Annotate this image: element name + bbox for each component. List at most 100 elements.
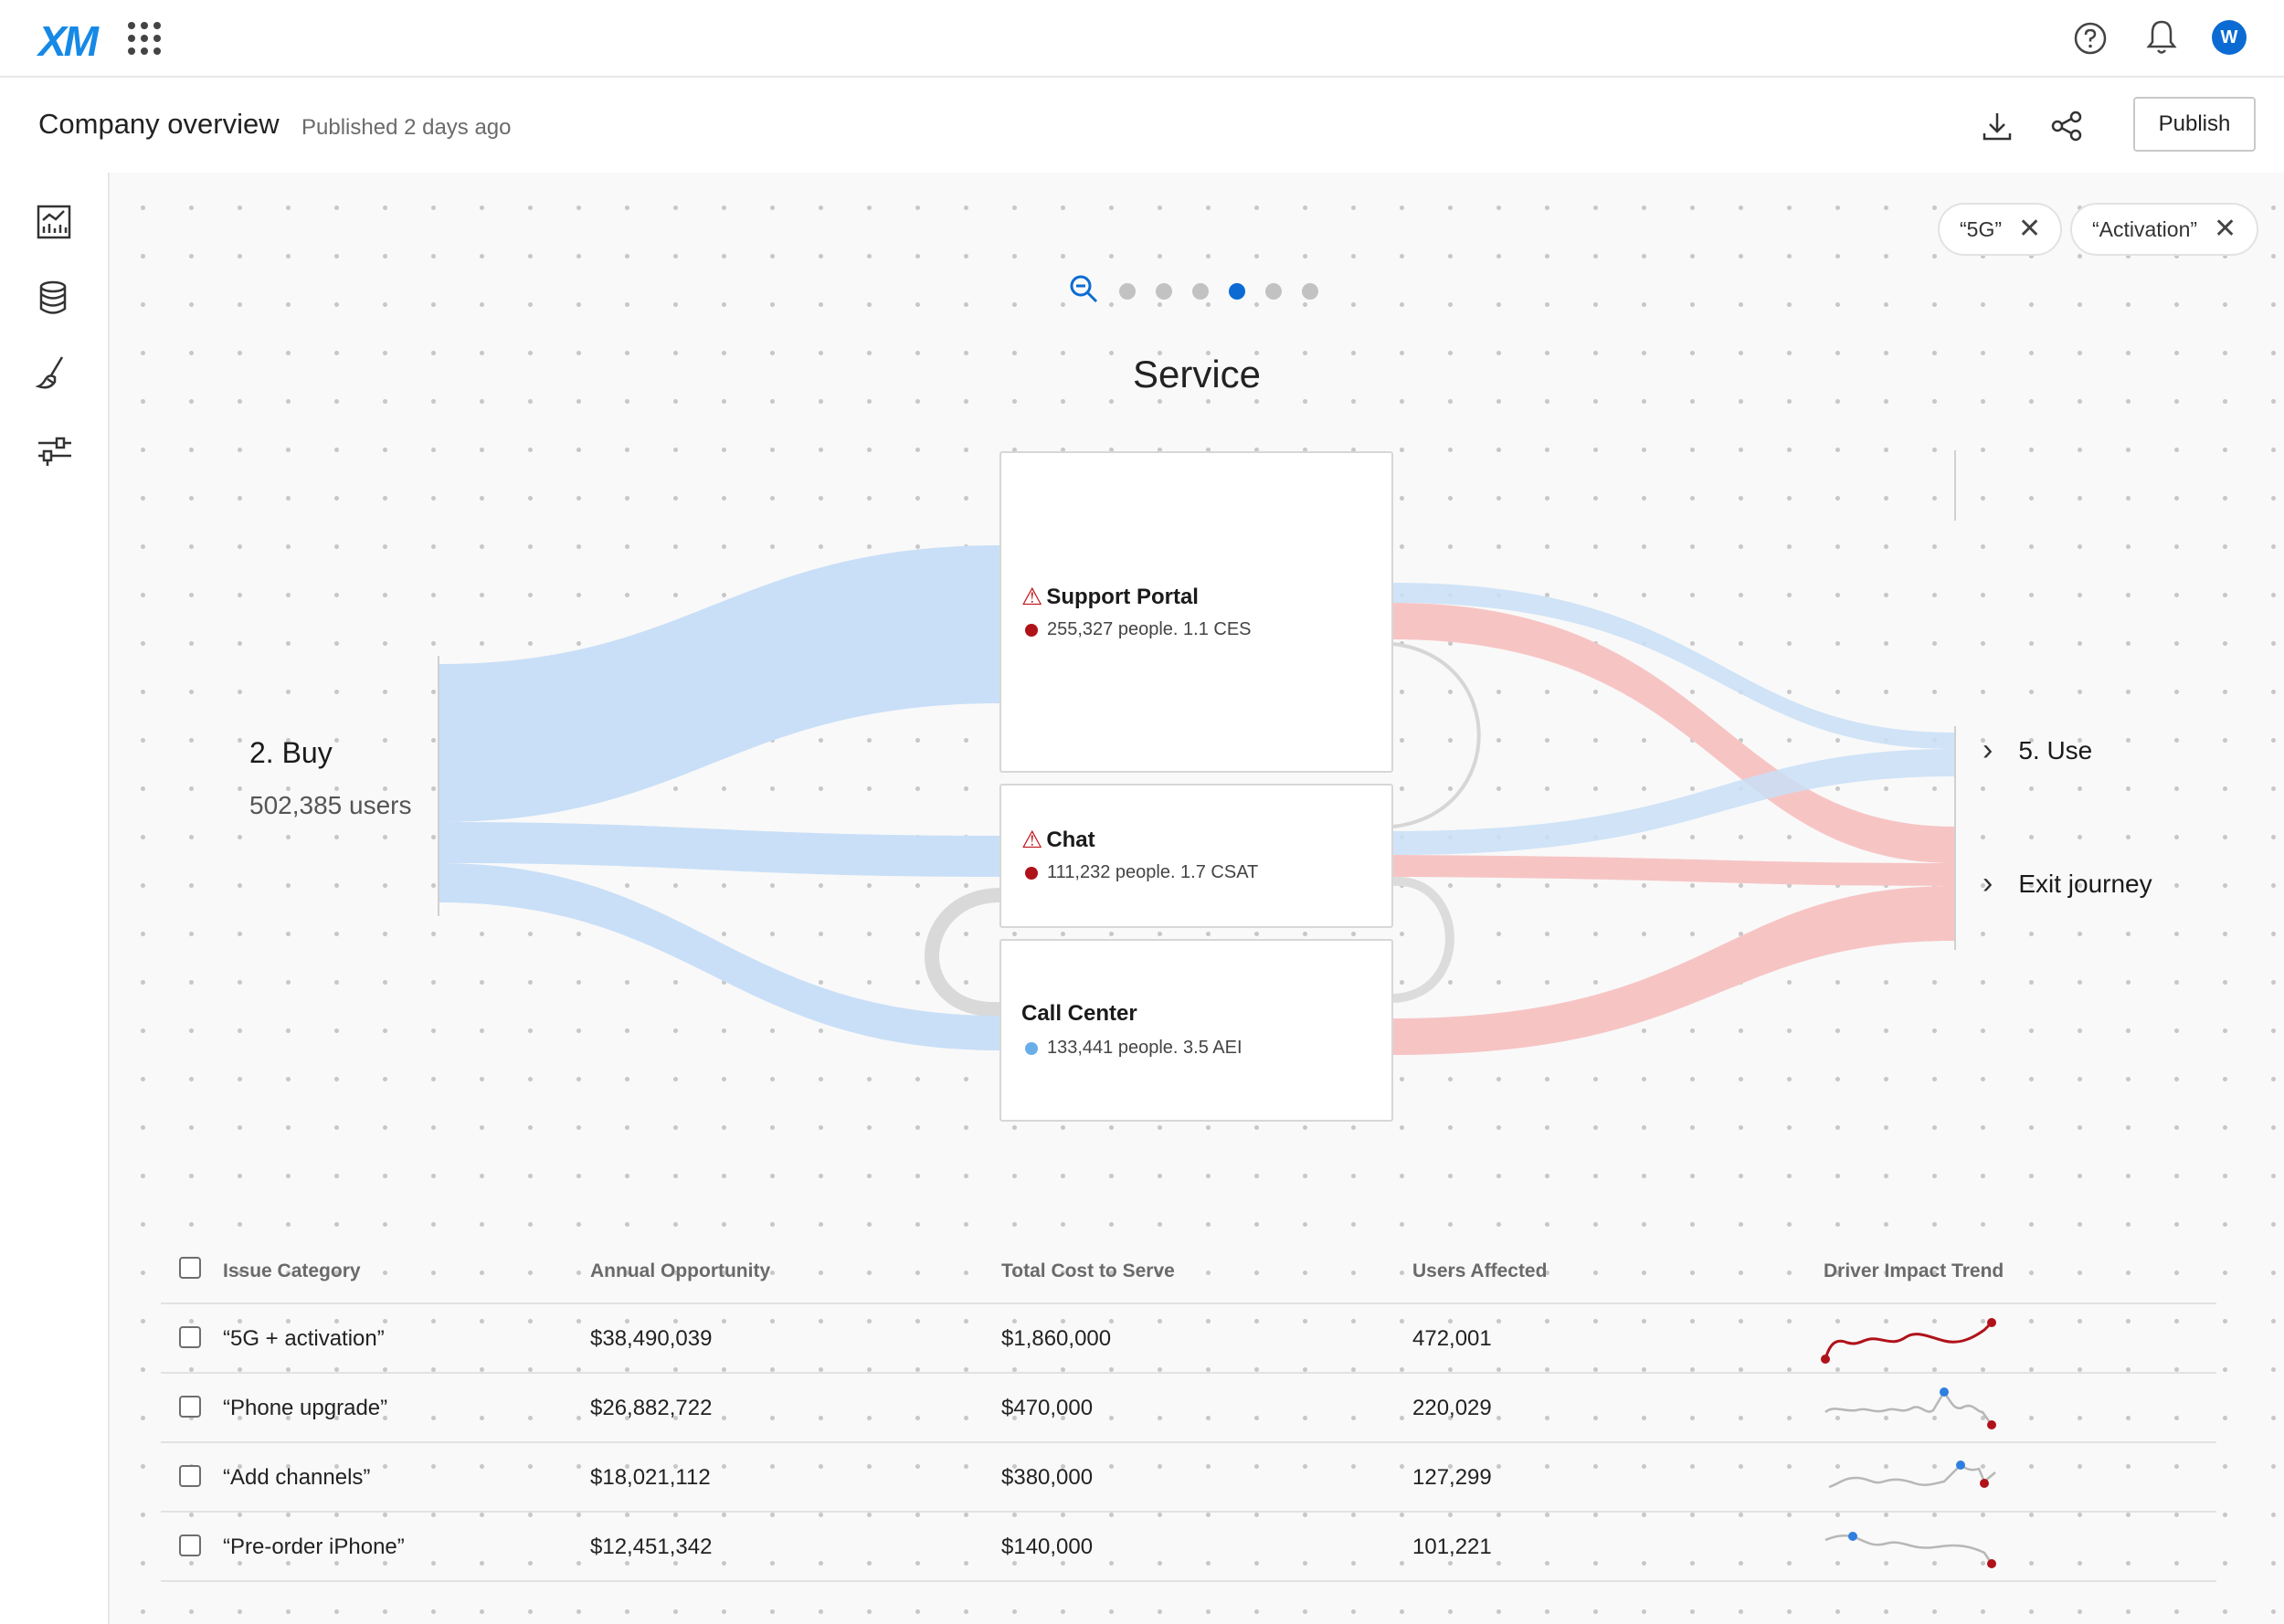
flow-buy-call-center bbox=[439, 863, 1000, 1050]
table-row[interactable]: “5G + activation” $38,490,039 $1,860,000… bbox=[161, 1302, 2216, 1374]
flow-support-exit bbox=[1393, 603, 1955, 863]
target-use[interactable]: › 5. Use bbox=[1983, 733, 2092, 768]
source-stage-users: 502,385 users bbox=[249, 791, 412, 819]
published-status: Published 2 days ago bbox=[301, 115, 512, 140]
page-title: Company overview bbox=[38, 108, 280, 140]
table-row[interactable]: “Phone upgrade” $26,882,722 $470,000 220… bbox=[161, 1372, 2216, 1443]
trend-sparkline bbox=[1824, 1532, 1996, 1568]
flow-support-use bbox=[1393, 583, 1955, 749]
close-icon[interactable]: ✕ bbox=[2214, 214, 2237, 244]
issue-category: “5G + activation” bbox=[223, 1326, 385, 1351]
column-header[interactable]: Annual Opportunity bbox=[590, 1260, 771, 1281]
target-exit-journey[interactable]: › Exit journey bbox=[1983, 866, 2152, 902]
flow-buy-support-portal bbox=[439, 545, 1000, 822]
row-checkbox[interactable] bbox=[179, 1326, 201, 1348]
share-icon[interactable] bbox=[2048, 108, 2085, 144]
chevron-right-icon[interactable]: › bbox=[1983, 866, 1993, 901]
pager-dot[interactable] bbox=[1119, 283, 1136, 300]
status-dot bbox=[1025, 866, 1038, 880]
table-row[interactable]: “Pre-order iPhone” $12,451,342 $140,000 … bbox=[161, 1511, 2216, 1582]
journey-flows bbox=[438, 450, 1956, 1055]
flow-chat-use bbox=[1393, 749, 1955, 855]
issue-category: “Phone upgrade” bbox=[223, 1396, 388, 1420]
issues-table: Issue Category Annual Opportunity Total … bbox=[161, 1242, 2216, 1589]
table-row[interactable]: “Add channels” $18,021,112 $380,000 127,… bbox=[161, 1441, 2216, 1513]
pager-dot[interactable] bbox=[1192, 283, 1209, 300]
filter-chip-label: “Activation” bbox=[2092, 216, 2198, 241]
flow-call-center-exit bbox=[1393, 886, 1955, 1055]
trend-sparkline bbox=[1821, 1318, 1996, 1364]
flow-buy-chat bbox=[439, 822, 1000, 877]
row-checkbox[interactable] bbox=[179, 1465, 201, 1487]
chevron-right-icon[interactable]: › bbox=[1983, 733, 1993, 767]
loop-call-center bbox=[925, 888, 1001, 1018]
zoom-out-icon[interactable] bbox=[1069, 274, 1100, 305]
trend-sparkline bbox=[1828, 1461, 1996, 1489]
node-title: Chat bbox=[1046, 827, 1095, 852]
pager-dot[interactable] bbox=[1156, 283, 1172, 300]
target-label: 5. Use bbox=[2018, 735, 2093, 765]
filter-settings-icon[interactable] bbox=[35, 430, 75, 470]
annual-opportunity: $18,021,112 bbox=[590, 1465, 711, 1490]
cost-to-serve: $380,000 bbox=[1001, 1465, 1094, 1490]
node-call-center[interactable]: Call Center 133,441 people. 3.5 AEI bbox=[999, 939, 1393, 1122]
issue-category: “Add channels” bbox=[223, 1465, 371, 1490]
publish-button[interactable]: Publish bbox=[2133, 97, 2256, 152]
node-support-portal[interactable]: ⚠ Support Portal 255,327 people. 1.1 CES bbox=[999, 451, 1393, 773]
warning-icon: ⚠ bbox=[1021, 826, 1043, 853]
filter-chip-label: “5G” bbox=[1960, 216, 2002, 241]
row-checkbox[interactable] bbox=[179, 1396, 201, 1418]
column-header[interactable]: Issue Category bbox=[223, 1260, 361, 1281]
node-title: Support Portal bbox=[1046, 584, 1199, 609]
annual-opportunity: $12,451,342 bbox=[590, 1534, 713, 1559]
pager-dot[interactable] bbox=[1265, 283, 1282, 300]
close-icon[interactable]: ✕ bbox=[2018, 214, 2042, 244]
cost-to-serve: $140,000 bbox=[1001, 1534, 1094, 1559]
source-stage-label: 2. Buy bbox=[249, 736, 333, 769]
top-bar: XM W bbox=[0, 0, 2284, 78]
table-bottom-border bbox=[161, 1580, 2216, 1582]
node-stats: 111,232 people. 1.7 CSAT bbox=[1047, 862, 1259, 882]
node-stats: 133,441 people. 3.5 AEI bbox=[1047, 1038, 1242, 1058]
pager-dot-active[interactable] bbox=[1229, 283, 1245, 300]
users-affected: 472,001 bbox=[1412, 1326, 1492, 1351]
database-icon[interactable] bbox=[35, 279, 75, 319]
node-title: Call Center bbox=[1021, 1001, 1137, 1026]
annual-opportunity: $38,490,039 bbox=[590, 1326, 713, 1351]
flow-chat-exit bbox=[1393, 855, 1955, 886]
column-header[interactable]: Driver Impact Trend bbox=[1824, 1260, 2004, 1281]
stage-title: Service bbox=[1132, 353, 1262, 395]
users-affected: 220,029 bbox=[1412, 1396, 1492, 1420]
help-icon[interactable] bbox=[2072, 20, 2109, 57]
row-checkbox[interactable] bbox=[179, 1534, 201, 1556]
avatar[interactable]: W bbox=[2212, 20, 2247, 55]
dashboard-icon[interactable] bbox=[35, 202, 75, 242]
warning-icon: ⚠ bbox=[1021, 583, 1043, 610]
filter-chip-activation[interactable]: “Activation” ✕ bbox=[2070, 203, 2258, 256]
title-bar: Company overview Published 2 days ago Pu… bbox=[0, 78, 2284, 173]
annual-opportunity: $26,882,722 bbox=[590, 1396, 713, 1420]
status-dot bbox=[1025, 623, 1038, 637]
select-all-checkbox[interactable] bbox=[179, 1257, 201, 1279]
cost-to-serve: $1,860,000 bbox=[1001, 1326, 1112, 1351]
filter-chip-5g[interactable]: “5G” ✕ bbox=[1938, 203, 2062, 256]
node-chat[interactable]: ⚠ Chat 111,232 people. 1.7 CSAT bbox=[999, 784, 1393, 928]
status-dot bbox=[1025, 1041, 1038, 1055]
issue-category: “Pre-order iPhone” bbox=[223, 1534, 405, 1559]
brush-icon[interactable] bbox=[35, 353, 75, 394]
users-affected: 101,221 bbox=[1412, 1534, 1492, 1559]
node-stats: 255,327 people. 1.1 CES bbox=[1047, 619, 1252, 639]
xm-logo[interactable]: XM bbox=[38, 17, 99, 65]
trend-sparkline bbox=[1824, 1387, 1996, 1429]
users-affected: 127,299 bbox=[1412, 1465, 1492, 1490]
bell-icon[interactable] bbox=[2143, 18, 2180, 57]
loop-support-portal bbox=[1392, 642, 1481, 828]
column-header[interactable]: Users Affected bbox=[1412, 1260, 1548, 1281]
download-icon[interactable] bbox=[1979, 108, 2015, 144]
column-header[interactable]: Total Cost to Serve bbox=[1001, 1260, 1175, 1281]
pager-dot[interactable] bbox=[1302, 283, 1318, 300]
target-label: Exit journey bbox=[2018, 869, 2152, 898]
loop-chat bbox=[1392, 876, 1454, 1003]
sidebar bbox=[0, 173, 110, 1624]
app-grid-icon[interactable] bbox=[128, 22, 161, 55]
